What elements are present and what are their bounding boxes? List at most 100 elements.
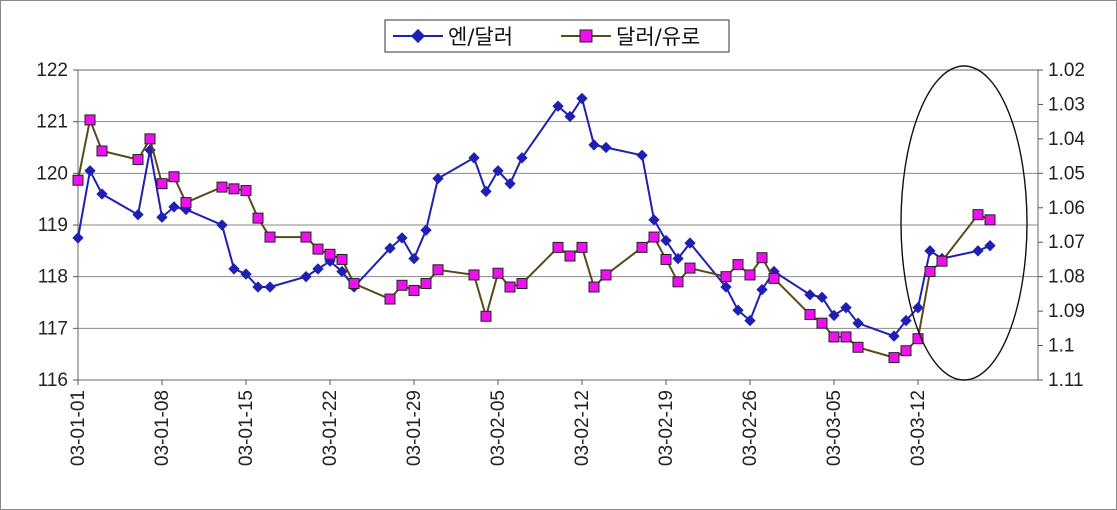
data-point-dollar-euro — [96, 145, 108, 157]
data-point-dollar-euro — [552, 241, 564, 253]
data-point-yen-dollar — [972, 245, 984, 257]
data-point-dollar-euro — [720, 271, 732, 283]
x-axis-tick-label: 03-02-26 — [740, 390, 761, 466]
data-point-dollar-euro — [144, 133, 156, 145]
data-point-dollar-euro — [180, 197, 192, 209]
data-point-dollar-euro — [564, 250, 576, 262]
data-point-dollar-euro — [84, 114, 96, 126]
data-point-yen-dollar — [900, 314, 912, 327]
data-point-yen-dollar — [660, 234, 672, 247]
data-point-yen-dollar — [480, 185, 492, 198]
data-point-yen-dollar — [648, 214, 660, 226]
data-point-yen-dollar — [264, 281, 276, 293]
data-point-dollar-euro — [936, 255, 948, 267]
left-axis-tick-label: 116 — [38, 370, 68, 391]
data-point-yen-dollar — [756, 283, 768, 296]
data-point-dollar-euro — [468, 269, 480, 281]
right-axis-tick-label: 1.03 — [1048, 94, 1085, 115]
x-axis-tick-label: 03-01-08 — [152, 390, 173, 466]
left-axis-tick-label: 118 — [38, 267, 68, 288]
data-point-dollar-euro — [828, 331, 840, 343]
data-point-yen-dollar — [468, 152, 480, 164]
data-point-dollar-euro — [912, 333, 924, 345]
data-point-dollar-euro — [300, 231, 312, 243]
right-axis-tick-label: 1.1 — [1048, 336, 1074, 357]
data-point-dollar-euro — [588, 281, 600, 293]
right-axis-tick-label: 1.09 — [1048, 301, 1085, 322]
data-point-dollar-euro — [324, 248, 336, 260]
data-point-dollar-euro — [636, 241, 648, 253]
left-axis-tick-label: 122 — [36, 60, 68, 81]
x-axis-tick-label: 03-03-05 — [824, 390, 845, 466]
x-axis-tick-label: 03-01-15 — [236, 390, 257, 466]
data-point-yen-dollar — [984, 240, 996, 252]
data-point-dollar-euro — [408, 284, 420, 296]
data-point-dollar-euro — [336, 253, 348, 265]
legend-marker-yen-dollar — [410, 28, 426, 44]
data-point-yen-dollar — [252, 281, 264, 293]
data-point-yen-dollar — [804, 289, 816, 301]
data-point-dollar-euro — [648, 231, 660, 243]
data-point-dollar-euro — [840, 331, 852, 343]
highlight-ellipse — [900, 65, 1028, 381]
data-point-dollar-euro — [348, 278, 360, 290]
data-point-yen-dollar — [432, 172, 444, 185]
data-point-yen-dollar — [396, 232, 408, 244]
grid-layer — [78, 121, 1038, 329]
data-point-dollar-euro — [684, 262, 696, 274]
data-point-dollar-euro — [852, 341, 864, 353]
data-point-yen-dollar — [516, 152, 528, 164]
x-axis-tick-label: 03-01-01 — [68, 390, 89, 466]
x-axis-tick-label: 03-02-12 — [572, 390, 593, 466]
data-point-yen-dollar — [888, 330, 900, 342]
data-point-yen-dollar — [132, 209, 144, 221]
left-axis-tick-label: 121 — [36, 112, 68, 133]
data-point-dollar-euro — [516, 278, 528, 290]
data-point-dollar-euro — [168, 171, 180, 183]
data-point-dollar-euro — [660, 253, 672, 265]
data-point-dollar-euro — [312, 243, 324, 255]
data-point-dollar-euro — [432, 264, 444, 276]
legend-label-yen-dollar: 엔/달러 — [448, 25, 513, 49]
x-axis-tick-label: 03-01-29 — [404, 390, 425, 466]
data-point-yen-dollar — [408, 252, 420, 265]
data-point-yen-dollar — [720, 281, 732, 293]
data-point-dollar-euro — [744, 269, 756, 281]
data-point-dollar-euro — [504, 281, 516, 293]
right-axis-tick-label: 1.07 — [1048, 232, 1085, 253]
data-point-yen-dollar — [492, 165, 504, 177]
data-point-yen-dollar — [504, 178, 516, 190]
data-point-yen-dollar — [600, 141, 612, 154]
data-point-dollar-euro — [252, 212, 264, 224]
x-axis-tick-label: 03-01-22 — [320, 390, 341, 466]
data-point-dollar-euro — [240, 185, 252, 197]
right-axis-tick-label: 1.04 — [1048, 129, 1085, 150]
data-point-yen-dollar — [228, 263, 240, 275]
data-point-dollar-euro — [228, 183, 240, 195]
data-point-yen-dollar — [384, 242, 396, 254]
data-point-dollar-euro — [924, 266, 936, 277]
right-axis-tick-label: 1.08 — [1048, 267, 1085, 288]
left-axis-tick-label: 119 — [38, 215, 68, 236]
data-point-dollar-euro — [492, 267, 504, 279]
data-point-yen-dollar — [576, 92, 588, 105]
data-point-yen-dollar — [420, 224, 432, 236]
data-point-yen-dollar — [336, 265, 348, 278]
data-point-yen-dollar — [300, 271, 312, 283]
data-point-dollar-euro — [768, 272, 780, 284]
data-point-dollar-euro — [132, 154, 144, 166]
data-point-yen-dollar — [312, 263, 324, 275]
x-axis-tick-label: 03-03-12 — [908, 390, 929, 466]
right-axis-tick-label: 1.05 — [1048, 163, 1085, 184]
data-point-dollar-euro — [420, 278, 432, 290]
data-point-dollar-euro — [888, 352, 900, 364]
data-point-dollar-euro — [972, 209, 984, 221]
right-axis-tick-label: 1.11 — [1048, 370, 1084, 391]
right-axis-tick-label: 1.06 — [1048, 198, 1085, 219]
data-point-dollar-euro — [984, 214, 996, 226]
data-point-yen-dollar — [168, 201, 180, 213]
legend-label-dollar-euro: 달러/유로 — [616, 25, 700, 49]
series-layer — [72, 92, 996, 364]
